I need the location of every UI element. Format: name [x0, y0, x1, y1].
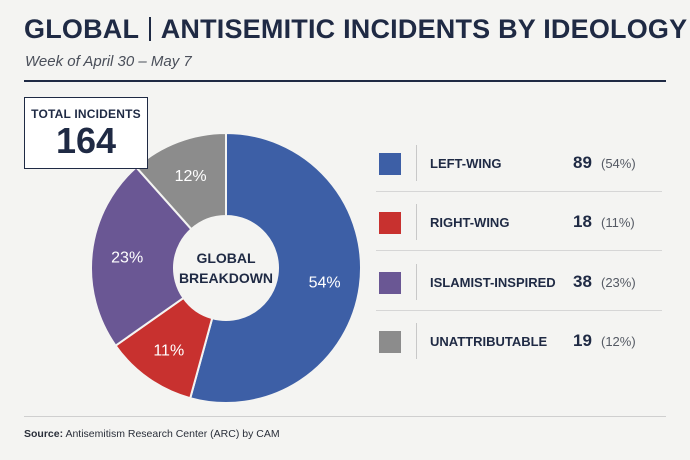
legend-percent: (54%) [601, 156, 636, 171]
legend-divider [416, 145, 417, 181]
legend-name: UNATTRIBUTABLE [430, 334, 548, 349]
slice-label-unattributable: 12% [175, 168, 207, 185]
legend-percent: (12%) [601, 334, 636, 349]
title-main: ANTISEMITIC INCIDENTS BY IDEOLOGY [160, 14, 688, 44]
slice-label-left-wing: 54% [309, 274, 341, 291]
legend-item-unattributable: UNATTRIBUTABLE 19 (12%) [376, 312, 662, 370]
donut-slices [90, 131, 362, 404]
chart-subtitle: Week of April 30 – May 7 [25, 53, 192, 70]
legend-count: 19 [573, 331, 592, 350]
legend-name: RIGHT-WING [430, 215, 510, 230]
legend-swatch [379, 153, 401, 175]
total-incidents-value: 164 [55, 120, 117, 161]
legend-swatch [379, 272, 401, 294]
legend-percent: (11%) [601, 215, 635, 230]
chart-title: GLOBAL ANTISEMITIC INCIDENTS BY IDEOLOGY [24, 14, 687, 45]
legend-swatch [379, 331, 401, 353]
source-text: Antisemitism Research Center (ARC) by CA… [65, 428, 280, 440]
slice-unattributable [134, 131, 227, 231]
total-incidents-box: TOTAL INCIDENTS 164 [24, 97, 148, 169]
slice-label-islamist-inspired: 23% [111, 250, 143, 267]
slice-islamist-inspired [90, 165, 193, 348]
legend-row-divider [376, 310, 662, 311]
title-region: GLOBAL [24, 14, 140, 44]
legend-divider [416, 264, 417, 300]
legend-row-divider [376, 250, 662, 251]
slice-labels: 54% 11% 23% 12% [111, 168, 340, 359]
legend-swatch [379, 212, 401, 234]
legend-item-islamist-inspired: ISLAMIST-INSPIRED 38 (23%) [376, 253, 662, 311]
total-incidents-label: TOTAL INCIDENTS [31, 107, 141, 121]
legend-count: 89 [573, 153, 592, 172]
legend-count: 38 [573, 272, 592, 291]
slice-left-wing [188, 131, 362, 404]
legend-item-right-wing: RIGHT-WING 18 (11%) [376, 193, 662, 251]
slice-label-right-wing: 11% [153, 342, 184, 359]
source-label: Source: [24, 428, 64, 440]
title-separator [149, 17, 151, 41]
footer-divider [24, 416, 666, 417]
legend-count: 18 [573, 212, 592, 231]
center-label-line1: GLOBAL [196, 250, 256, 266]
header-divider [24, 80, 666, 82]
legend-percent: (23%) [601, 275, 636, 290]
legend-divider [416, 323, 417, 359]
legend-row-divider [376, 191, 662, 192]
legend-divider [416, 204, 417, 240]
legend-item-left-wing: LEFT-WING 89 (54%) [376, 134, 662, 192]
legend-name: LEFT-WING [430, 156, 502, 171]
source-note: Source: Antisemitism Research Center (AR… [24, 428, 280, 440]
center-label-line2: BREAKDOWN [179, 270, 273, 286]
legend-name: ISLAMIST-INSPIRED [430, 275, 556, 290]
